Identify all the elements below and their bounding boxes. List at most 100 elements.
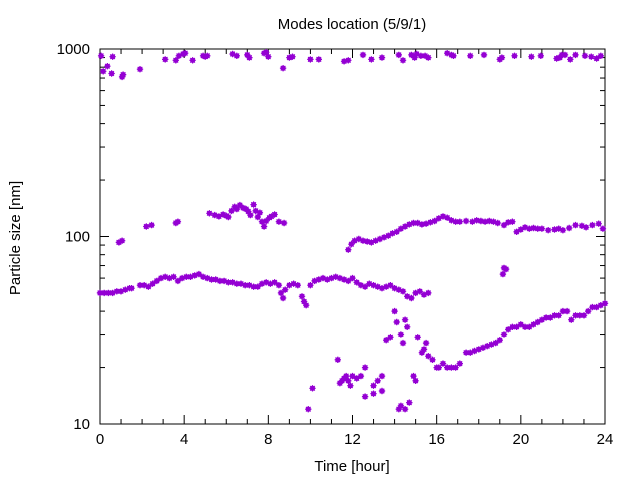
data-point-star xyxy=(140,282,148,289)
data-point-star xyxy=(553,55,560,62)
data-point xyxy=(435,215,442,222)
data-point xyxy=(559,226,567,234)
data-point-star xyxy=(206,210,213,217)
data-point-star xyxy=(300,298,308,305)
data-point-star xyxy=(401,316,409,323)
data-point-star xyxy=(585,307,592,315)
data-point xyxy=(260,223,268,230)
data-point xyxy=(275,282,283,289)
data-point-star xyxy=(104,62,111,70)
data-point-star xyxy=(229,50,236,58)
data-point-star xyxy=(467,52,474,59)
data-point-star xyxy=(349,372,356,380)
data-point-star xyxy=(484,343,491,350)
data-point xyxy=(399,339,407,347)
data-point xyxy=(271,211,278,218)
data-point-star xyxy=(568,316,575,323)
data-point xyxy=(99,68,107,75)
data-point-star xyxy=(397,331,405,338)
data-point-star xyxy=(345,246,352,253)
data-point-star xyxy=(105,289,112,297)
data-point xyxy=(452,218,459,225)
data-point xyxy=(378,387,386,395)
data-point-star xyxy=(361,393,369,400)
data-point xyxy=(172,57,180,64)
data-point-star xyxy=(473,217,480,224)
data-point xyxy=(528,53,535,60)
data-point-star xyxy=(136,282,144,289)
data-point-star xyxy=(250,201,257,208)
data-point-star xyxy=(387,282,394,289)
data-point-star xyxy=(572,312,579,319)
data-point-star xyxy=(416,288,423,295)
data-point-star xyxy=(349,274,356,282)
data-point xyxy=(315,56,322,63)
data-point-star xyxy=(418,349,426,356)
data-point-star xyxy=(404,323,411,330)
data-point xyxy=(422,339,430,347)
data-point-star xyxy=(425,353,432,360)
data-point-star xyxy=(534,318,541,326)
data-point xyxy=(431,217,438,225)
data-point-star xyxy=(431,217,438,225)
data-point-star xyxy=(220,277,228,285)
data-point xyxy=(435,364,442,371)
data-point-star xyxy=(172,57,180,64)
data-point xyxy=(597,52,604,59)
data-point xyxy=(397,331,405,338)
data-point xyxy=(370,390,377,397)
data-point-star xyxy=(559,226,567,234)
data-point xyxy=(294,282,301,289)
data-point-star xyxy=(311,277,318,285)
data-point xyxy=(505,219,512,226)
data-point xyxy=(425,353,432,360)
data-point-star xyxy=(245,208,252,215)
data-point-star xyxy=(260,223,268,230)
data-point-star xyxy=(412,289,419,297)
data-point-star xyxy=(263,49,270,56)
data-point xyxy=(581,52,589,59)
data-point-star xyxy=(385,232,392,239)
data-point xyxy=(418,221,426,228)
data-point xyxy=(537,52,544,59)
data-point xyxy=(534,318,541,326)
data-point xyxy=(509,218,516,225)
data-point-star xyxy=(380,234,388,241)
data-point xyxy=(334,356,341,363)
data-point-star xyxy=(265,53,272,60)
data-point xyxy=(513,323,520,330)
data-point-star xyxy=(530,321,537,328)
data-point-star xyxy=(505,219,512,226)
data-point-star xyxy=(429,356,436,363)
data-point-star xyxy=(475,346,482,353)
data-point-star xyxy=(175,52,183,59)
data-point xyxy=(250,201,257,208)
data-point xyxy=(383,337,390,344)
data-point-star xyxy=(345,377,352,384)
data-point xyxy=(271,279,278,286)
data-point-star xyxy=(343,372,350,380)
data-point-star xyxy=(254,283,261,290)
data-point-star xyxy=(406,221,413,228)
data-point-star xyxy=(246,54,253,61)
data-point-star xyxy=(237,280,245,287)
data-point xyxy=(385,232,392,239)
data-point xyxy=(206,210,213,217)
data-point xyxy=(361,393,369,400)
data-point xyxy=(580,312,588,319)
data-point-star xyxy=(368,56,375,63)
data-point xyxy=(149,280,156,287)
data-point xyxy=(254,213,261,221)
data-point-star xyxy=(444,214,451,221)
data-point-star xyxy=(258,280,266,287)
data-point xyxy=(582,224,590,231)
data-point-star xyxy=(401,223,409,230)
data-point xyxy=(404,323,411,330)
data-point-star xyxy=(145,283,152,290)
data-point xyxy=(391,307,398,315)
data-point xyxy=(305,406,312,413)
data-point xyxy=(429,356,436,363)
data-point-star xyxy=(208,276,215,283)
data-point xyxy=(263,49,270,56)
